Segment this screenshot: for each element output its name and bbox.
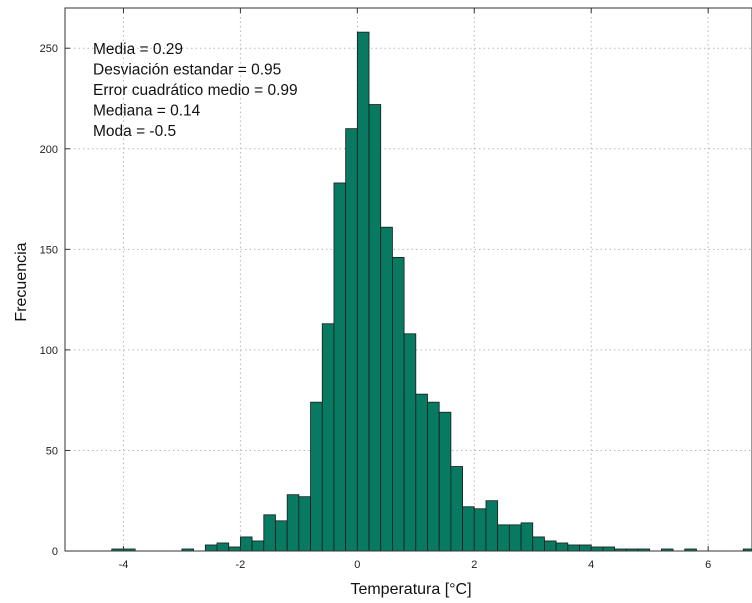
histogram-bar	[392, 256, 405, 552]
x-axis-title: Temperatura [°C]	[350, 581, 471, 598]
histogram-bar	[356, 31, 370, 552]
y-tick-label: 50	[46, 445, 58, 457]
histogram-bar	[240, 536, 253, 552]
histogram-bar	[251, 540, 265, 552]
y-tick-label: 250	[40, 43, 58, 55]
histogram-bar	[544, 540, 557, 552]
histogram-bar	[520, 522, 534, 552]
stat-annotation-line: Media = 0.29	[93, 41, 183, 58]
axis-ticks: -4 -2 0 2 4 6 0 50 100 150 200 250	[40, 8, 711, 571]
histogram-bar	[380, 226, 393, 552]
x-tick-label: 0	[354, 559, 360, 571]
x-tick-label: 2	[471, 559, 477, 571]
histogram-bar	[216, 542, 230, 552]
histogram-bar	[275, 520, 288, 552]
y-tick-label: 150	[40, 244, 58, 256]
stat-annotation-line: Desviación estandar = 0.95	[93, 62, 281, 79]
histogram-bar	[555, 542, 569, 552]
histogram-bar	[415, 393, 428, 552]
histogram-bars	[111, 31, 752, 552]
histogram-bar	[368, 104, 382, 552]
y-tick-label: 0	[52, 546, 58, 558]
histogram-bar	[228, 546, 241, 552]
histogram-bar	[450, 466, 463, 552]
histogram-bar	[590, 546, 604, 552]
histogram-bar	[567, 544, 580, 552]
histogram-bar	[204, 544, 218, 552]
histogram-bar	[532, 536, 545, 552]
histogram-bar	[263, 514, 276, 552]
stat-annotation-line: Moda = -0.5	[93, 123, 176, 140]
histogram-bar	[579, 544, 592, 552]
y-tick-label: 100	[40, 345, 58, 357]
stat-annotation-line: Mediana = 0.14	[93, 103, 201, 120]
plot-frame	[64, 7, 752, 552]
histogram-bar	[438, 411, 452, 552]
x-tick-label: -4	[119, 559, 129, 571]
histogram-bar	[508, 524, 522, 552]
histogram-bar	[333, 182, 347, 552]
stat-annotation-line: Error cuadrático medio = 0.99	[93, 82, 298, 99]
histogram-bar	[485, 500, 499, 552]
histogram-bar	[403, 333, 417, 552]
histogram-bar	[602, 546, 615, 552]
histogram-bar	[427, 401, 440, 552]
histogram-bar	[321, 323, 335, 552]
histogram-bar	[298, 496, 311, 552]
x-tick-label: -2	[236, 559, 246, 571]
y-axis-title: Frecuencia	[13, 242, 30, 321]
x-tick-label: 6	[705, 559, 711, 571]
x-tick-label: 4	[588, 559, 594, 571]
histogram-bar	[310, 401, 323, 552]
histogram-bar	[286, 494, 300, 552]
histogram-bar	[345, 128, 358, 552]
histogram-bar	[462, 506, 475, 552]
histogram-bar	[497, 524, 510, 552]
statistics-annotation: Media = 0.29 Desviación estandar = 0.95 Er…	[93, 41, 298, 140]
y-tick-label: 200	[40, 144, 58, 156]
histogram-bar	[473, 508, 487, 552]
